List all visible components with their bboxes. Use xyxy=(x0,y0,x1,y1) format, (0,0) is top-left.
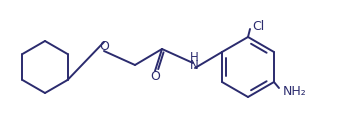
Text: N: N xyxy=(190,59,198,71)
Text: H: H xyxy=(190,50,198,64)
Text: NH₂: NH₂ xyxy=(283,85,307,97)
Text: O: O xyxy=(150,70,160,83)
Text: Cl: Cl xyxy=(252,19,264,33)
Text: O: O xyxy=(99,39,109,53)
